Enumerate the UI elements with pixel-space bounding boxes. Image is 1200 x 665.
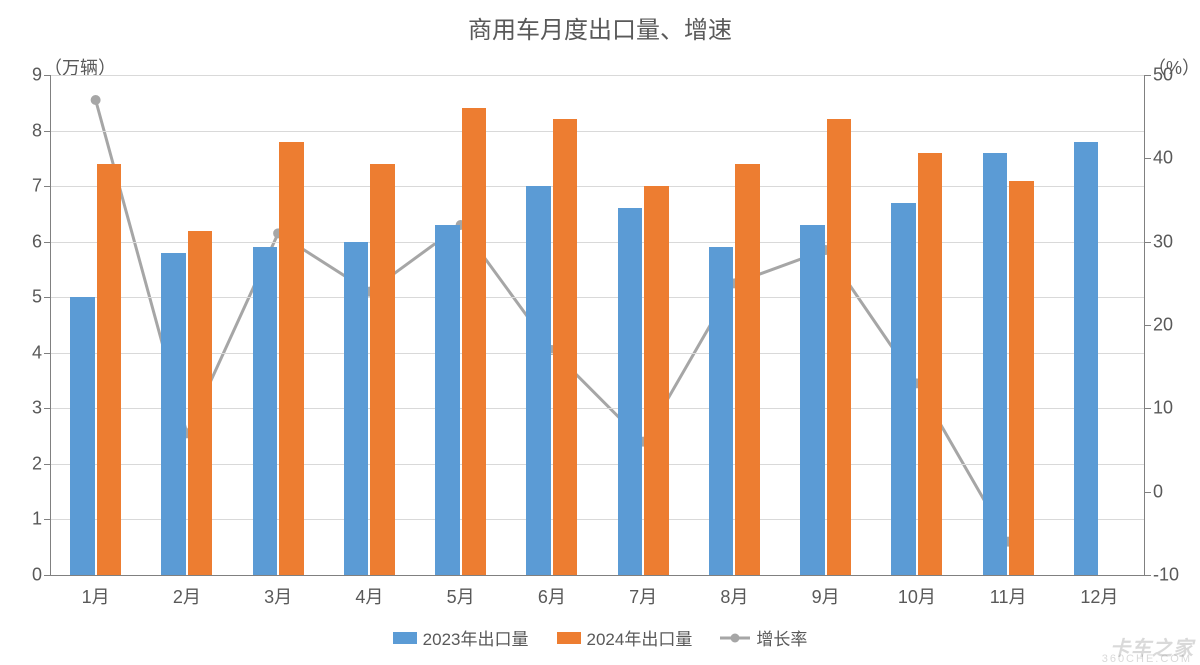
bar-s2023 (253, 247, 278, 575)
x-tick-label: 11月 (990, 583, 1027, 609)
y-tick-left: 2 (32, 453, 42, 474)
y-tick-left: 0 (32, 565, 42, 586)
bar-s2024 (188, 231, 213, 575)
tick-mark (1145, 575, 1151, 576)
y-tick-left: 1 (32, 509, 42, 530)
legend-line-icon (720, 632, 750, 644)
grid-line (50, 242, 1145, 243)
tick-mark (1145, 325, 1151, 326)
grid-line (50, 464, 1145, 465)
y-tick-right: -10 (1153, 565, 1179, 586)
bar-s2023 (983, 153, 1008, 575)
y-tick-right: 20 (1153, 315, 1173, 336)
chart-title: 商用车月度出口量、增速 (0, 0, 1200, 45)
bar-s2024 (370, 164, 395, 575)
y-tick-right: 30 (1153, 231, 1173, 252)
y-tick-left: 5 (32, 287, 42, 308)
bar-s2023 (161, 253, 186, 575)
legend-label: 2024年出口量 (587, 625, 693, 650)
bar-s2023 (891, 203, 916, 575)
y-tick-right: 50 (1153, 65, 1173, 86)
bar-s2024 (97, 164, 122, 575)
y-tick-left: 6 (32, 231, 42, 252)
x-tick-label: 3月 (264, 583, 292, 609)
y-tick-left: 4 (32, 342, 42, 363)
x-tick-label: 4月 (355, 583, 383, 609)
legend-item-growth: 增长率 (720, 625, 807, 650)
legend-swatch (393, 632, 417, 644)
tick-mark (1145, 242, 1151, 243)
grid-line (50, 519, 1145, 520)
tick-mark (1145, 492, 1151, 493)
bar-s2023 (618, 208, 643, 575)
x-tick-label: 12月 (1080, 583, 1118, 609)
legend-label: 增长率 (756, 625, 807, 650)
bar-s2024 (918, 153, 943, 575)
legend-item-s2023: 2023年出口量 (393, 625, 529, 650)
bar-s2024 (279, 142, 304, 575)
bar-s2023 (435, 225, 460, 575)
bar-s2024 (735, 164, 760, 575)
legend: 2023年出口量 2024年出口量 增长率 (0, 625, 1200, 650)
grid-line (50, 297, 1145, 298)
bar-s2023 (70, 297, 95, 575)
x-tick-label: 2月 (173, 583, 201, 609)
bar-s2024 (644, 186, 669, 575)
bar-s2024 (553, 119, 578, 575)
right-axis-line (1144, 75, 1145, 575)
grid-line (50, 408, 1145, 409)
watermark-sub: 360CHE.COM (1102, 653, 1192, 665)
grid-line (50, 75, 1145, 76)
tick-mark (1145, 75, 1151, 76)
bar-s2024 (462, 108, 487, 575)
chart-container: 商用车月度出口量、增速 （万辆） （%） 0123456789-10010203… (0, 0, 1200, 665)
legend-item-s2024: 2024年出口量 (557, 625, 693, 650)
y-tick-right: 0 (1153, 481, 1163, 502)
x-tick-label: 9月 (812, 583, 840, 609)
x-axis-line (50, 575, 1145, 576)
bar-s2023 (800, 225, 825, 575)
y-tick-left: 7 (32, 176, 42, 197)
y-tick-right: 10 (1153, 398, 1173, 419)
bar-s2023 (709, 247, 734, 575)
bar-s2023 (526, 186, 551, 575)
y-tick-left: 8 (32, 120, 42, 141)
grid-line (50, 186, 1145, 187)
y-tick-left: 9 (32, 65, 42, 86)
legend-swatch (557, 632, 581, 644)
plot-area: 0123456789-10010203040501月2月3月4月5月6月7月8月… (50, 75, 1145, 575)
grid-line (50, 131, 1145, 132)
x-tick-label: 1月 (82, 583, 110, 609)
x-tick-label: 5月 (447, 583, 475, 609)
y-tick-left: 3 (32, 398, 42, 419)
grid-line (50, 353, 1145, 354)
bar-s2023 (344, 242, 369, 575)
x-tick-label: 10月 (898, 583, 936, 609)
y-tick-right: 40 (1153, 148, 1173, 169)
legend-label: 2023年出口量 (423, 625, 529, 650)
x-tick-label: 6月 (538, 583, 566, 609)
tick-mark (1145, 408, 1151, 409)
tick-mark (1145, 158, 1151, 159)
bar-s2024 (1009, 181, 1034, 575)
left-axis-line (50, 75, 51, 575)
bar-s2023 (1074, 142, 1099, 575)
growth-marker (91, 96, 100, 105)
x-tick-label: 7月 (629, 583, 657, 609)
bar-s2024 (827, 119, 852, 575)
line-layer (50, 75, 1145, 575)
x-tick-label: 8月 (720, 583, 748, 609)
